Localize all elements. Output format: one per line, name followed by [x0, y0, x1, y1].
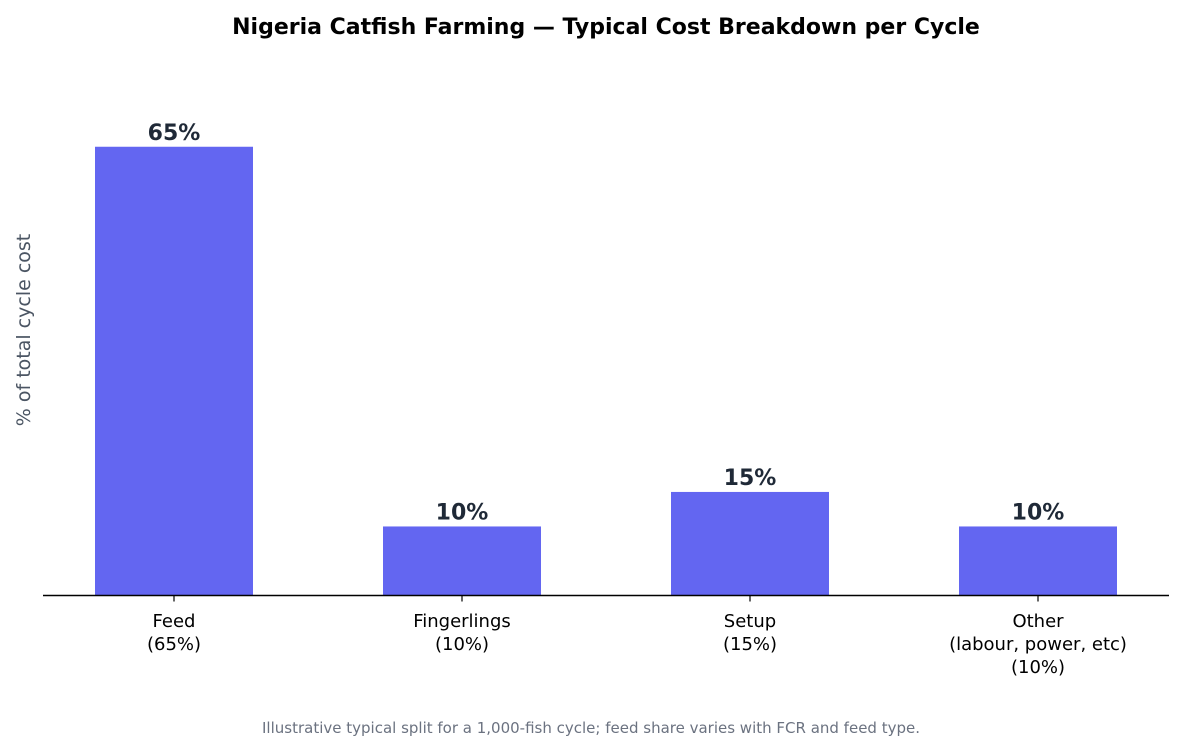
x-tick-label-line: (10%)	[435, 634, 489, 655]
bar-1	[383, 526, 541, 596]
bar-value-label-2: 15%	[724, 466, 777, 491]
x-tick-label-line: (15%)	[723, 634, 777, 655]
x-tick-label-0: Feed (65%)	[147, 611, 201, 655]
bar-3	[959, 526, 1117, 596]
bar-value-label-1: 10%	[436, 500, 489, 525]
x-tick-label-line: (10%)	[1011, 657, 1065, 678]
y-axis-label: % of total cycle cost	[13, 234, 35, 427]
x-tick-labels-group: Feed (65%)Fingerlings (10%)Setup (15%)Other…	[147, 611, 1127, 678]
bar-value-label-0: 65%	[148, 121, 201, 146]
x-tick-label-2: Setup (15%)	[723, 611, 777, 655]
footnote: Illustrative typical split for a 1,000-f…	[262, 719, 920, 737]
x-tick-label-3: Other (labour, power, etc) (10%)	[949, 611, 1127, 678]
bars-group	[95, 146, 1117, 596]
value-labels-group: 65% 10% 15% 10%	[148, 121, 1065, 526]
x-tick-label-line: (65%)	[147, 634, 201, 655]
bar-value-label-3: 10%	[1012, 500, 1065, 525]
x-tick-label-line: Feed	[153, 611, 196, 632]
x-tick-label-line: Setup	[724, 611, 776, 632]
x-tick-label-line: (labour, power, etc)	[949, 634, 1127, 655]
x-tick-label-line: Fingerlings	[413, 611, 511, 632]
bar-0	[95, 146, 253, 596]
x-ticks-group	[173, 595, 1039, 602]
x-tick-label-1: Fingerlings (10%)	[413, 611, 511, 655]
x-tick-label-line: Other	[1012, 611, 1064, 632]
bar-2	[671, 491, 829, 596]
chart-title: Nigeria Catfish Farming — Typical Cost B…	[232, 15, 980, 40]
